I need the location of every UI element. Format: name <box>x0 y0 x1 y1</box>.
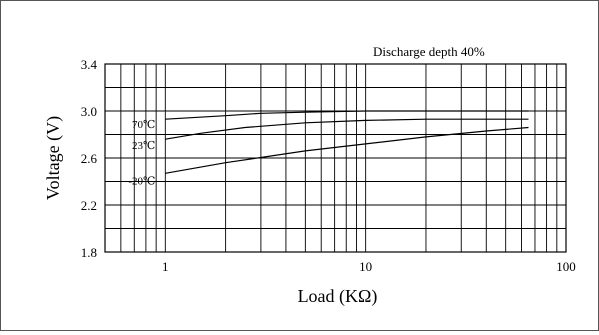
y-tick-label: 1.8 <box>81 245 97 260</box>
grid-layer <box>105 63 566 253</box>
tick-label-layer: 1.8 2.2 2.6 3.0 3.4 1 10 100 <box>81 57 576 274</box>
y-axis-label: Voltage (V) <box>43 116 64 200</box>
series-line <box>165 110 529 120</box>
series-line <box>165 118 529 140</box>
x-axis-label: Load (KΩ) <box>298 286 378 307</box>
x-tick-label: 1 <box>162 259 169 274</box>
series-label: -20℃ <box>128 175 155 187</box>
chart-annotation: Discharge depth 40% <box>373 44 485 59</box>
series-label: 70℃ <box>132 119 155 131</box>
series-label: 23℃ <box>132 140 155 152</box>
series-label-layer: 70℃ 23℃ -20℃ <box>128 119 155 187</box>
plot-border <box>104 63 567 253</box>
y-tick-label: 2.2 <box>81 198 97 213</box>
x-tick-label: 100 <box>556 259 576 274</box>
voltage-load-chart: 1.8 2.2 2.6 3.0 3.4 1 10 100 70℃ 23℃ -20℃ Dischar… <box>43 44 576 307</box>
series-layer <box>165 110 529 174</box>
y-tick-label: 2.6 <box>81 151 98 166</box>
y-tick-label: 3.0 <box>81 104 97 119</box>
x-tick-label: 10 <box>359 259 372 274</box>
y-tick-label: 3.4 <box>81 57 98 72</box>
series-line <box>165 126 529 174</box>
